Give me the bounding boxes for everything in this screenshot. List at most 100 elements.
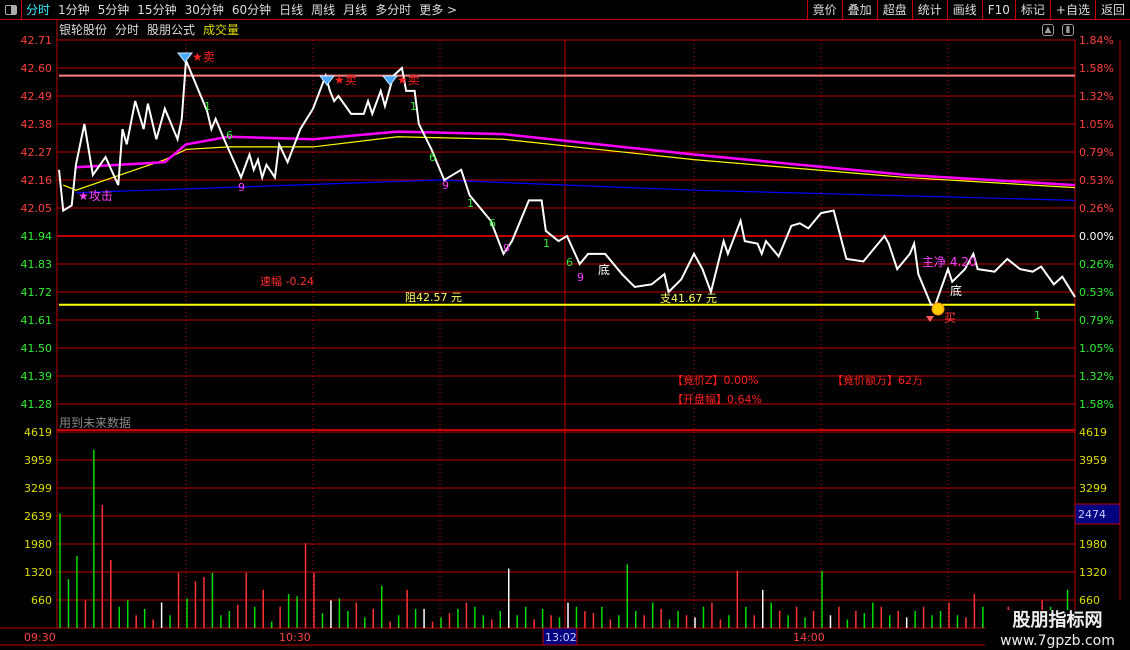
count-label: 6 — [226, 129, 233, 142]
tab-monthly[interactable]: 月线 — [343, 3, 368, 17]
count-label: 1 — [1034, 309, 1041, 322]
count-label: 1 — [410, 100, 417, 113]
price-tick-label: 42.16 — [21, 174, 53, 187]
tab-multi-intraday[interactable]: 多分时 — [375, 3, 412, 17]
tab-weekly[interactable]: 周线 — [311, 3, 336, 17]
price-tick-label: 42.49 — [21, 90, 53, 103]
avg-line-blue — [75, 179, 1076, 201]
pct-tick-label: 1.84% — [1079, 34, 1114, 47]
bid-pct-label: 【竟价Z】0.00% — [672, 374, 758, 387]
volume-tick-label: 3959 — [24, 454, 52, 467]
count-label: 1 — [204, 100, 211, 113]
overlay-button[interactable]: 叠加 — [841, 0, 877, 20]
buy-diamond-icon — [926, 316, 934, 322]
volume-cursor-value: 2474 — [1078, 508, 1106, 521]
volume-tick-label: 2639 — [24, 510, 52, 523]
pct-tick-label: 0.53% — [1079, 286, 1114, 299]
volume-tick-label: 4619 — [24, 426, 52, 439]
bottom-label: 底 — [950, 283, 962, 298]
tab-30min[interactable]: 30分钟 — [184, 3, 224, 17]
bid-button[interactable]: 竟价 — [806, 0, 842, 20]
avg-line-magenta — [75, 130, 1076, 187]
count-label: 9 — [577, 271, 584, 284]
chart-title: 银轮股份 分时 股朋公式 成交量 — [59, 21, 239, 39]
volume-right-tick-label: 4619 — [1079, 426, 1107, 439]
sell-signal: ★卖 — [334, 73, 357, 87]
tab-15min[interactable]: 15分钟 — [137, 3, 177, 17]
pct-tick-label: 0.26% — [1079, 258, 1114, 271]
stock-name: 银轮股份 — [59, 23, 108, 37]
pct-tick-label: 1.58% — [1079, 398, 1114, 411]
open-pct-label: 【开盘幅】0.64% — [672, 392, 762, 406]
price-tick-label: 42.60 — [21, 62, 53, 75]
count-label: 1 — [467, 197, 474, 210]
pct-tick-label: 0.79% — [1079, 146, 1114, 159]
back-button[interactable]: 返回 — [1094, 0, 1130, 20]
pct-tick-label: 0.53% — [1079, 174, 1114, 187]
main-net-label: 主净 4.20 — [922, 255, 977, 269]
tab-1min[interactable]: 1分钟 — [58, 3, 90, 17]
panel-layout-icon[interactable]: ▮ — [1062, 24, 1074, 36]
count-label: 9 — [442, 179, 449, 192]
tab-daily[interactable]: 日线 — [279, 3, 304, 17]
panel-icon — [4, 4, 17, 15]
pct-tick-label: 1.32% — [1079, 90, 1114, 103]
sell-signal: ★卖 — [397, 73, 420, 87]
price-tick-label: 42.05 — [21, 202, 53, 215]
future-data-warning: 用到未来数据 — [59, 415, 131, 430]
period-toolbar: 分时 1分钟 5分钟 15分钟 30分钟 60分钟 日线 周线 月线 多分时 更… — [0, 0, 1130, 20]
volume-right-tick-label: 3299 — [1079, 482, 1107, 495]
super-button[interactable]: 超盘 — [876, 0, 912, 20]
price-tick-label: 42.38 — [21, 118, 53, 131]
count-label: 9 — [238, 181, 245, 194]
price-line — [58, 59, 1076, 306]
speed-label: 速幅 -0.24 — [260, 275, 314, 288]
formula-name: 股朋公式 — [147, 23, 196, 37]
tab-60min[interactable]: 60分钟 — [231, 3, 272, 17]
volume-right-tick-label: 1320 — [1079, 566, 1107, 579]
price-tick-label: 41.94 — [21, 230, 53, 243]
avg-line-yellow — [63, 136, 1076, 191]
pct-tick-label: 1.58% — [1079, 62, 1114, 75]
stats-button[interactable]: 统计 — [911, 0, 947, 20]
volume-right-tick-label: 660 — [1079, 594, 1100, 607]
bottom-label: 底 — [598, 262, 610, 277]
volume-tick-label: 3299 — [24, 482, 52, 495]
buy-signal: 买 — [944, 311, 956, 325]
price-tick-label: 42.27 — [21, 146, 53, 159]
watermark-name: 股朋指标网 — [1012, 610, 1103, 631]
tab-5min[interactable]: 5分钟 — [97, 3, 130, 17]
sell-signal: ★卖 — [192, 50, 215, 64]
resistance-label: 阻42.57 元 — [405, 291, 462, 304]
volume-right-tick-label: 1980 — [1079, 538, 1107, 551]
pct-tick-label: 0.26% — [1079, 202, 1114, 215]
draw-button[interactable]: 画线 — [946, 0, 982, 20]
support-label: 支41.67 元 — [660, 292, 717, 305]
price-tick-label: 41.39 — [21, 370, 53, 383]
time-cursor-label: 13:02 — [545, 631, 577, 644]
volume-right-tick-label: 3959 — [1079, 454, 1107, 467]
expand-up-icon[interactable]: ▲ — [1042, 24, 1054, 36]
time-tick-label: 14:00 — [793, 631, 825, 644]
diamond-icon — [381, 75, 399, 86]
tab-intraday[interactable]: 分时 — [26, 3, 51, 17]
panel-toggle-button[interactable] — [0, 0, 22, 20]
add-watchlist-button[interactable]: +自选 — [1049, 0, 1095, 20]
indicator-name[interactable]: 成交量 — [203, 23, 240, 37]
price-tick-label: 41.28 — [21, 398, 53, 411]
price-tick-label: 41.72 — [21, 286, 53, 299]
mark-button[interactable]: 标记 — [1014, 0, 1050, 20]
volume-tick-label: 1980 — [24, 538, 52, 551]
price-tick-label: 41.50 — [21, 342, 53, 355]
count-label: 6 — [429, 151, 436, 164]
f10-button[interactable]: F10 — [981, 0, 1015, 20]
time-tick-label: 10:30 — [279, 631, 311, 644]
pct-tick-label: 0.79% — [1079, 314, 1114, 327]
count-label: 9 — [503, 242, 510, 255]
pct-tick-label: 1.05% — [1079, 118, 1114, 131]
tab-more[interactable]: 更多 > — [419, 3, 458, 17]
diamond-icon — [318, 75, 336, 86]
volume-tick-label: 660 — [31, 594, 52, 607]
time-tick-label: 09:30 — [24, 631, 56, 644]
